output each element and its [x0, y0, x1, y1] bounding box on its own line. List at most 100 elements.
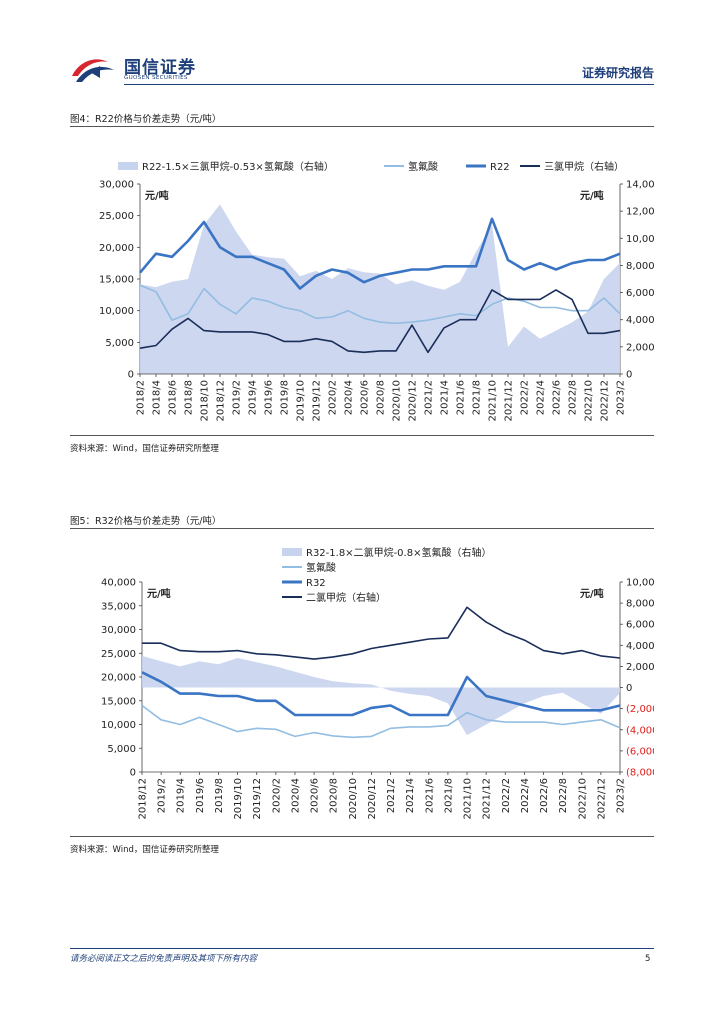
- x-tick-label: 2019/8: [214, 778, 225, 813]
- x-tick-label: 2019/4: [176, 778, 187, 813]
- right-tick-label: 12,000: [626, 207, 654, 218]
- right-tick-label: 8,000: [626, 261, 654, 272]
- right-tick-label: 0: [626, 370, 632, 381]
- x-tick-label: 2020/8: [329, 778, 340, 813]
- x-tick-label: 2022/12: [600, 380, 611, 422]
- left-tick-label: 25,000: [99, 211, 134, 222]
- left-tick-label: 15,000: [101, 696, 136, 707]
- x-tick-label: 2022/8: [558, 778, 569, 813]
- legend-label: R32: [306, 578, 326, 589]
- left-tick-label: 40,000: [101, 578, 136, 589]
- legend-label: 氢氟酸: [408, 160, 438, 173]
- left-tick-label: 5,000: [105, 338, 134, 349]
- left-tick-label: 20,000: [101, 673, 136, 684]
- x-tick-label: 2018/2: [136, 380, 147, 415]
- left-tick-label: 35,000: [101, 601, 136, 612]
- footer-divider: [70, 948, 654, 949]
- left-tick-label: 30,000: [101, 625, 136, 636]
- x-tick-label: 2018/12: [138, 778, 149, 820]
- right-tick-label: 10,000: [626, 234, 654, 245]
- x-tick-label: 2021/6: [424, 778, 435, 813]
- x-tick-label: 2022/2: [520, 380, 531, 415]
- x-tick-label: 2021/2: [424, 380, 435, 415]
- series-line-3: [139, 289, 621, 354]
- figure5-title-rule: [70, 528, 654, 529]
- figure4-source: 资料来源：Wind，国信证券研究所整理: [70, 444, 219, 454]
- left-tick-label: 0: [128, 370, 134, 381]
- left-tick-label: 30,000: [99, 180, 134, 191]
- x-tick-label: 2022/10: [577, 778, 588, 820]
- figure4-title-rule: [70, 126, 654, 127]
- x-tick-label: 2021/12: [482, 778, 493, 820]
- right-tick-label: (2,000): [626, 704, 654, 715]
- r22-chart: R22-1.5×三氯甲烷-0.53×氢氟酸（右轴） 氢氟酸 R22 三氯甲烷（右轴） 元…: [99, 160, 654, 422]
- left-unit-label: 元/吨: [145, 189, 169, 202]
- header-divider: [124, 84, 654, 85]
- x-tick-label: 2019/12: [252, 778, 263, 820]
- left-tick-label: 5,000: [107, 744, 136, 755]
- x-tick-label: 2020/2: [271, 778, 282, 813]
- x-tick-label: 2022/2: [501, 778, 512, 813]
- x-tick-label: 2019/2: [157, 778, 168, 813]
- x-tick-label: 2021/6: [456, 380, 467, 415]
- legend-label: 二氯甲烷（右轴）: [306, 591, 386, 604]
- series-line-1: [139, 284, 621, 325]
- left-tick-label: 25,000: [101, 649, 136, 660]
- x-tick-label: 2018/12: [216, 380, 227, 422]
- x-tick-label: 2018/8: [184, 380, 195, 415]
- x-tick-label: 2018/10: [200, 380, 211, 422]
- x-tick-label: 2022/4: [536, 380, 547, 415]
- brand-english: GUOSEN SECURITIES: [124, 75, 188, 81]
- figure5-source-rule: [70, 836, 654, 837]
- guosen-logo-icon: [72, 59, 114, 82]
- x-tick-label: 2021/2: [386, 778, 397, 813]
- x-tick-label: 2019/2: [232, 380, 243, 415]
- x-tick-label: 2022/4: [520, 778, 531, 813]
- right-tick-label: 14,000: [626, 180, 654, 191]
- x-tick-label: 2023/2: [616, 380, 627, 415]
- figure5-source: 资料来源：Wind，国信证券研究所整理: [70, 845, 219, 855]
- x-tick-label: 2019/10: [233, 778, 244, 820]
- page-number: 5: [645, 954, 651, 964]
- left-tick-label: 0: [130, 768, 136, 779]
- right-tick-label: 0: [626, 683, 632, 694]
- x-tick-label: 2021/10: [463, 778, 474, 820]
- x-tick-label: 2020/2: [328, 380, 339, 415]
- figure4-source-rule: [70, 435, 654, 436]
- right-tick-label: 8,000: [626, 599, 654, 610]
- x-tick-label: 2021/12: [504, 380, 515, 422]
- legend-label: R32-1.8×二氯甲烷-0.8×氢氟酸（右轴）: [306, 546, 491, 559]
- right-unit-label: 元/吨: [580, 587, 604, 600]
- left-tick-label: 10,000: [101, 720, 136, 731]
- right-tick-label: 10,000: [626, 578, 654, 589]
- x-tick-label: 2019/6: [264, 380, 275, 415]
- x-tick-label: 2021/4: [405, 778, 416, 813]
- x-tick-label: 2020/8: [376, 380, 387, 415]
- right-tick-label: 4,000: [626, 641, 654, 652]
- x-tick-label: 2019/4: [248, 380, 259, 415]
- series-line-2: [141, 671, 621, 717]
- series-line-3: [142, 606, 621, 660]
- legend-label: 氢氟酸: [306, 561, 336, 574]
- x-tick-label: 2021/8: [472, 380, 483, 415]
- x-tick-label: 2020/12: [408, 380, 419, 422]
- right-tick-label: 4,000: [626, 315, 654, 326]
- x-tick-label: 2020/10: [348, 778, 359, 820]
- left-tick-label: 10,000: [99, 306, 134, 317]
- x-tick-label: 2020/4: [344, 380, 355, 415]
- x-tick-label: 2020/4: [290, 778, 301, 813]
- right-tick-label: 6,000: [626, 620, 654, 631]
- left-unit-label: 元/吨: [147, 587, 171, 600]
- right-tick-label: (8,000): [626, 768, 654, 779]
- x-tick-label: 2020/6: [360, 380, 371, 415]
- footer-disclaimer: 请务必阅读正文之后的免责声明及其项下所有内容: [70, 954, 258, 964]
- x-tick-label: 2018/6: [168, 380, 179, 415]
- legend-swatch-spread: [282, 548, 302, 556]
- series-line-2: [139, 217, 621, 290]
- x-tick-label: 2023/2: [616, 778, 627, 813]
- report-type: 证券研究报告: [582, 66, 655, 80]
- r32-chart: R32-1.8×二氯甲烷-0.8×氢氟酸（右轴） 氢氟酸 R32 二氯甲烷（右轴） 元/…: [101, 546, 654, 820]
- x-tick-label: 2020/6: [310, 778, 321, 813]
- x-tick-label: 2020/10: [392, 380, 403, 422]
- x-tick-label: 2022/6: [539, 778, 550, 813]
